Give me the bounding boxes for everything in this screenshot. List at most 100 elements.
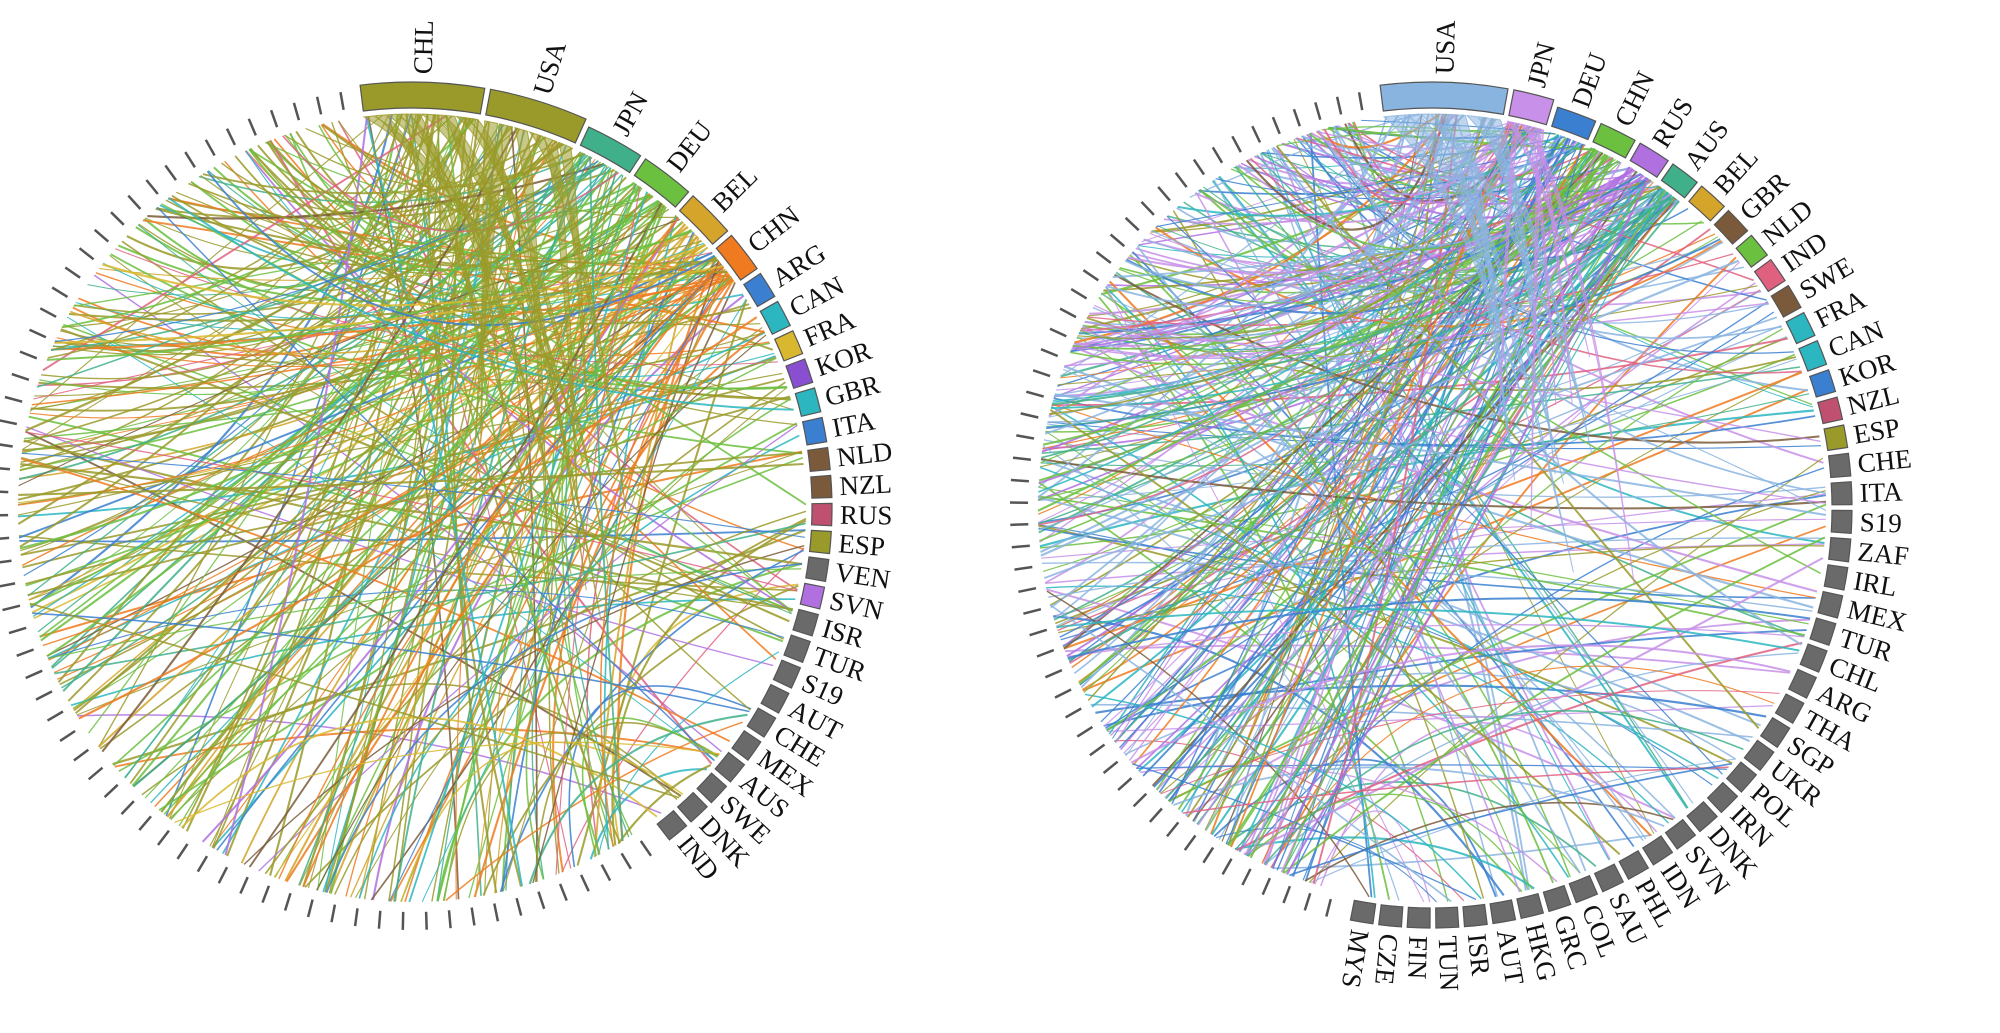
chord-link <box>1084 693 1482 900</box>
chord-link <box>1131 251 1635 848</box>
segment-swe <box>1770 284 1802 318</box>
outer-tick <box>110 211 125 226</box>
outer-tick <box>1011 544 1030 549</box>
chord-link <box>1056 608 1800 652</box>
outer-tick <box>1014 565 1033 571</box>
outer-tick <box>28 328 47 339</box>
outer-tick <box>127 194 142 210</box>
outer-tick <box>0 467 11 471</box>
chord-link <box>30 114 393 609</box>
segment-ind <box>1753 258 1786 293</box>
chord-link <box>1143 238 1827 512</box>
outer-tick <box>103 783 119 799</box>
chord-link <box>268 117 472 209</box>
outer-tick <box>330 904 337 923</box>
outer-tick <box>424 911 428 930</box>
chord-link <box>1067 597 1811 660</box>
outer-tick <box>1282 885 1292 904</box>
chord-link <box>190 113 409 230</box>
segment-kor <box>785 358 814 390</box>
chord-link <box>163 357 777 815</box>
chord-link <box>46 155 591 658</box>
chord-link <box>1227 117 1486 846</box>
segment-label-esp: ESP <box>837 528 886 562</box>
segment-can <box>1798 339 1828 372</box>
chord-link <box>304 517 807 888</box>
chord-diagram-left: CHL USAJPNDEUBELCHNARGCANFRAKORGBRITANLDN… <box>0 20 894 930</box>
segment-aus <box>1660 163 1699 199</box>
chord-link <box>102 167 612 319</box>
segment-label-chn: CHN <box>1608 67 1660 131</box>
segment-label-mys: MYS <box>1336 927 1375 990</box>
chord-link <box>1285 177 1649 875</box>
segment-label-ita: ITA <box>1859 476 1903 508</box>
chord-link <box>1041 366 1801 455</box>
outer-tick <box>1241 868 1252 886</box>
segment-bel <box>678 194 729 245</box>
chord-link <box>555 186 641 875</box>
chord-link <box>18 218 681 487</box>
chord-link <box>1042 191 1668 572</box>
segment-rus <box>1629 142 1670 179</box>
chord-link <box>21 277 733 453</box>
outer-tick <box>377 910 382 929</box>
chord-link <box>17 266 724 506</box>
chord-link <box>61 164 607 689</box>
chord-ribbon <box>1382 115 1530 425</box>
chord-link <box>404 277 733 903</box>
outer-tick <box>217 866 229 884</box>
chord-link <box>284 134 574 188</box>
chord-link <box>1087 253 1734 326</box>
outer-tick <box>1036 648 1055 658</box>
chord-link <box>1073 114 1407 675</box>
chord-link <box>393 152 584 902</box>
chord-link <box>1211 180 1825 544</box>
chord-link <box>442 732 678 901</box>
outer-tick <box>196 855 209 873</box>
segment-idn <box>1641 835 1674 866</box>
outer-tick <box>1070 288 1088 300</box>
chord-ribbons <box>362 113 627 621</box>
segment-deu <box>633 158 690 208</box>
outer-tick <box>1082 269 1100 282</box>
chord-link <box>1276 145 1611 860</box>
chord-link <box>1319 721 1658 887</box>
outer-tick <box>339 91 345 111</box>
chord-link <box>174 741 720 824</box>
segment-esp <box>1823 424 1849 452</box>
chord-link <box>611 519 807 846</box>
chord-link <box>285 261 721 883</box>
chord-link <box>29 602 680 799</box>
chord-link <box>1038 495 1806 636</box>
outer-tick <box>261 885 271 904</box>
segment-fra <box>1785 311 1816 345</box>
segment-ven <box>805 556 830 583</box>
segment-ukr <box>1743 739 1775 772</box>
chord-link <box>589 156 624 842</box>
segment-tur <box>1809 617 1837 647</box>
chord-link <box>47 113 404 359</box>
chord-link <box>1087 114 1465 317</box>
segment-fra <box>773 330 804 362</box>
chord-link <box>109 254 793 611</box>
segment-usa <box>1379 81 1509 116</box>
segment-nzl <box>1817 396 1844 425</box>
segment-tur <box>783 634 811 664</box>
chord-link <box>147 162 605 220</box>
outer-tick <box>1271 116 1281 135</box>
chord-ribbon <box>543 136 579 507</box>
segment-fin <box>1406 906 1431 929</box>
segment-label-bel: BEL <box>706 161 763 218</box>
chord-link <box>334 510 807 895</box>
chord-link <box>114 727 720 768</box>
segment-ita <box>1830 481 1853 506</box>
outer-tick <box>1044 668 1063 679</box>
chord-link <box>1038 135 1562 531</box>
chord-link <box>216 263 722 851</box>
segment-tha <box>1774 693 1805 725</box>
outer-tick <box>35 690 53 701</box>
chord-link <box>1151 230 1724 293</box>
outer-ticks <box>0 91 653 930</box>
chord-ribbon <box>1454 114 1508 431</box>
chord-link <box>264 381 786 875</box>
